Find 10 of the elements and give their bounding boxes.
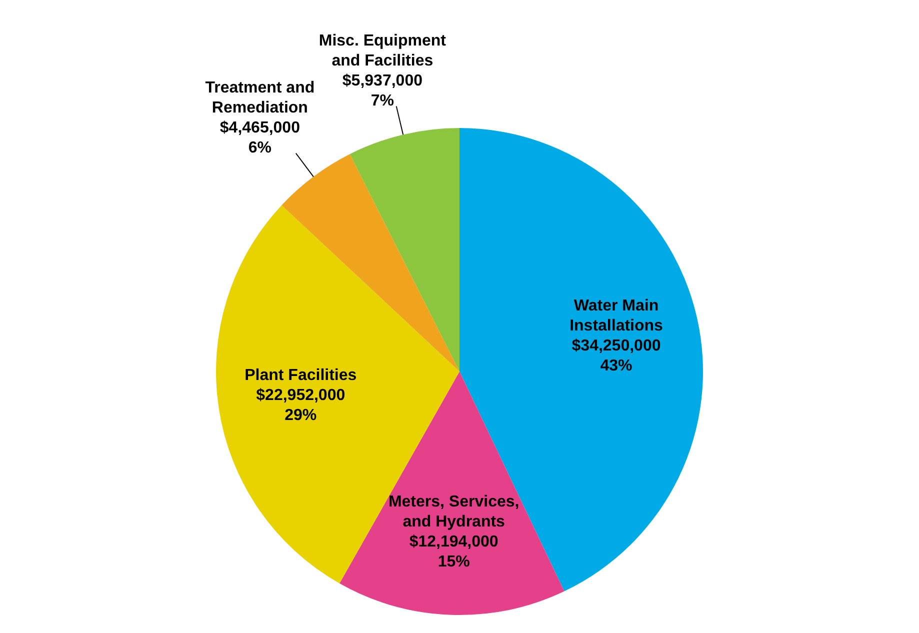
data-label: $12,194,000 15% <box>409 534 498 571</box>
slice-label: Plant Facilities <box>244 367 357 384</box>
data-label: $22,952,000 29% <box>256 387 346 424</box>
data-label: $34,250,000 43% <box>572 337 661 374</box>
slice-label: Water Main Installations <box>570 297 664 334</box>
data-label: $4,465,000 6% <box>220 120 300 157</box>
slice-label: Misc. Equipment and Facilities <box>318 32 447 70</box>
slice-label: Treatment and Remediation <box>205 80 315 117</box>
data-label: $5,937,000 7% <box>342 72 423 110</box>
slice-label: Meters, Services, and Hydrants <box>388 494 520 531</box>
